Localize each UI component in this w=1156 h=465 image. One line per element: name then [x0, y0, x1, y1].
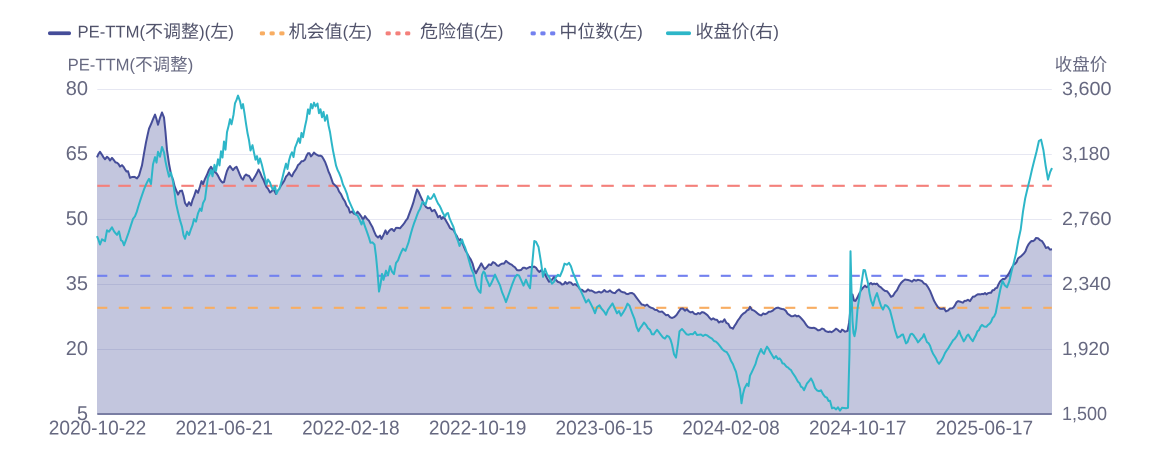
- svg-text:65: 65: [66, 143, 88, 165]
- svg-text:1,500: 1,500: [1062, 404, 1107, 425]
- svg-text:3,600: 3,600: [1062, 79, 1112, 100]
- svg-text:1,920: 1,920: [1062, 339, 1110, 360]
- svg-text:): ): [637, 23, 643, 42]
- svg-text:(: (: [474, 23, 480, 42]
- svg-text:20: 20: [66, 338, 88, 360]
- svg-text:): ): [188, 56, 194, 75]
- svg-text:(: (: [343, 23, 349, 42]
- svg-text:): ): [228, 23, 234, 42]
- svg-text:2024-02-08: 2024-02-08: [682, 417, 780, 439]
- svg-text:2023-06-15: 2023-06-15: [556, 417, 654, 439]
- svg-text:2022-10-19: 2022-10-19: [429, 417, 527, 439]
- svg-text:2024-10-17: 2024-10-17: [809, 417, 907, 439]
- svg-text:2,340: 2,340: [1062, 274, 1111, 295]
- svg-text:): ): [773, 23, 779, 42]
- svg-text:2025-06-17: 2025-06-17: [936, 417, 1034, 439]
- svg-text:2,760: 2,760: [1062, 209, 1112, 230]
- svg-text:(: (: [613, 23, 619, 42]
- svg-text:2021-06-21: 2021-06-21: [175, 417, 273, 439]
- svg-text:2022-02-18: 2022-02-18: [302, 417, 400, 439]
- svg-text:): ): [498, 23, 504, 42]
- svg-text:(: (: [750, 23, 756, 42]
- svg-text:)(: )(: [199, 23, 211, 42]
- svg-text:3,180: 3,180: [1062, 144, 1110, 165]
- svg-text:2020-10-22: 2020-10-22: [49, 417, 147, 439]
- svg-text:50: 50: [66, 208, 88, 230]
- svg-text:35: 35: [66, 273, 88, 295]
- svg-text:5: 5: [77, 403, 88, 425]
- svg-text:PE-TTM(: PE-TTM(: [68, 56, 136, 75]
- svg-text:PE-TTM(: PE-TTM(: [78, 23, 146, 42]
- svg-text:): ): [366, 23, 372, 42]
- svg-text:80: 80: [66, 78, 88, 100]
